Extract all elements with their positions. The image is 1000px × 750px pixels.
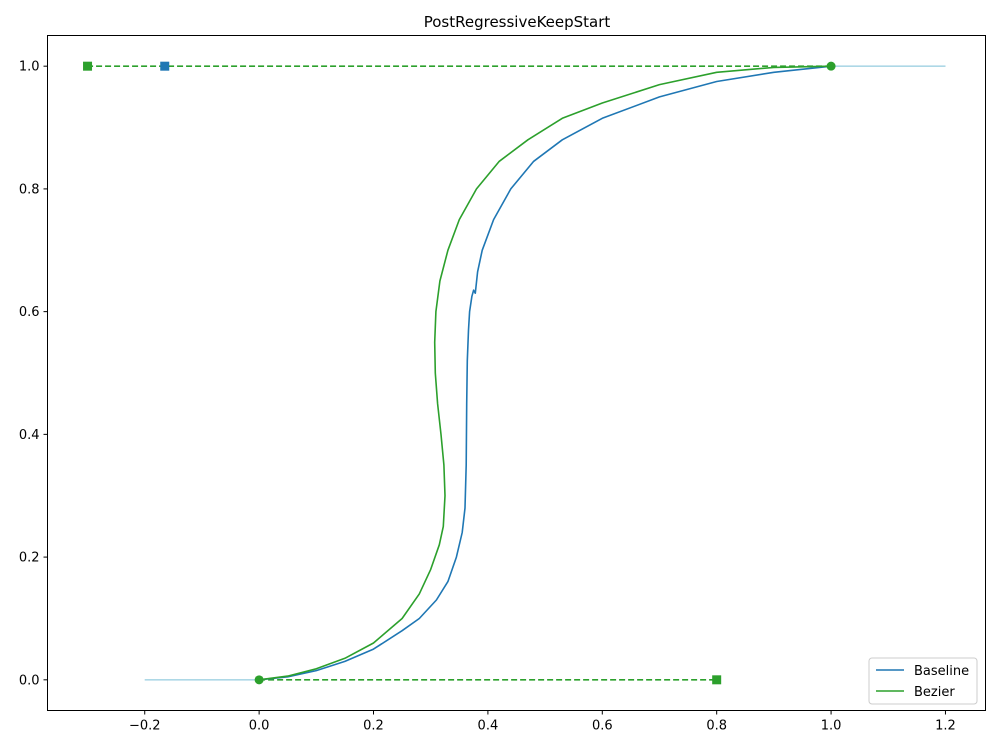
y-tick-label: 0.8 — [19, 182, 40, 197]
y-tick-label: 0.6 — [19, 305, 40, 320]
x-tick-label: 0.8 — [706, 719, 727, 734]
anchor-point-0 — [254, 675, 264, 685]
y-tick-label: 1.0 — [19, 60, 40, 75]
baseline-handle-point — [160, 61, 170, 71]
axis-ticks: −0.2 0.0 0.2 0.4 0.6 0.8 1.0 1.2 0.0 0.2 0.4 0.6 0.8… — [19, 60, 956, 734]
series-line-bezier — [258, 65, 832, 681]
x-tick-label: −0.2 — [129, 719, 161, 734]
y-tick-label: 0.2 — [19, 551, 40, 566]
chart-title: PostRegressiveKeepStart — [424, 13, 611, 31]
y-tick-label: 0.4 — [19, 428, 40, 443]
y-tick-label: 0.0 — [19, 673, 40, 688]
plot-area — [83, 61, 946, 685]
anchor-point-1 — [826, 61, 836, 71]
handle-point-0 — [712, 675, 722, 685]
handle-point-1 — [83, 61, 93, 71]
series-line-baseline — [259, 65, 832, 681]
legend-bezier-label: Bezier — [914, 685, 955, 700]
x-tick-label: 0.6 — [592, 719, 613, 734]
x-tick-label: 1.0 — [821, 719, 842, 734]
legend: Baseline Bezier — [868, 657, 978, 705]
x-tick-label: 0.4 — [478, 719, 499, 734]
legend-baseline-label: Baseline — [914, 664, 969, 679]
x-tick-label: 0.0 — [249, 719, 270, 734]
axes-frame — [47, 35, 986, 711]
x-tick-label: 0.2 — [363, 719, 384, 734]
x-tick-label: 1.2 — [935, 719, 956, 734]
